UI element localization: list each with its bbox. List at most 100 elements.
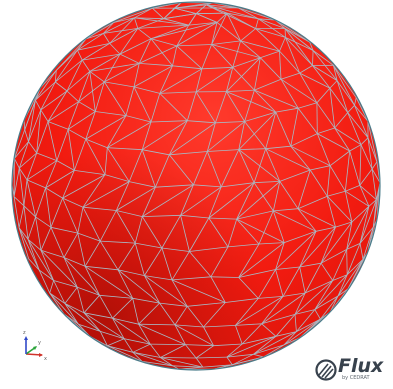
mesh-edge [238,7,276,21]
mesh-edge [329,295,339,313]
mesh-edge [134,7,153,19]
mesh-edge [309,41,314,51]
mesh-edge [203,325,236,328]
mesh-edge [67,111,96,130]
mesh-edge [99,210,117,242]
mesh-edge [73,138,87,171]
mesh-edge [253,344,285,355]
mesh-edge [279,50,300,74]
mesh-edge [103,17,135,34]
mesh-edge [196,13,218,23]
mesh-edge [56,160,75,171]
mesh-edge [359,206,370,244]
mesh-edge [206,4,239,9]
mesh-edge [320,226,336,264]
mesh-edge [83,312,113,319]
mesh-edge [188,22,218,26]
mesh-edge [238,149,255,183]
mesh-edge [236,218,285,243]
mesh-edge [349,150,361,186]
mesh-edge [241,323,262,345]
mesh-edge [280,78,318,104]
mesh-edge [232,353,254,366]
mesh-edge [221,182,255,188]
mesh-edge [334,112,349,129]
mesh-edge [28,258,40,271]
mesh-edge [326,165,331,197]
mesh-edge [171,276,211,281]
mesh-edge [76,287,85,313]
mesh-edge [265,148,311,171]
mesh-edge [285,37,301,74]
mesh-edge [253,335,277,355]
mesh-edge [40,250,78,288]
sphere-outline [11,1,381,371]
mesh-edge [273,208,299,212]
mesh-edge [317,127,335,134]
mesh-edge [235,323,262,326]
mesh-edge [77,33,104,51]
mesh-edge [284,28,313,66]
mesh-edge [13,196,20,228]
mesh-edge [280,78,299,109]
mesh-edge [187,302,226,307]
mesh-edge [211,44,261,59]
mesh-edge [275,314,296,337]
mesh-edge [232,67,255,91]
mesh-edge [107,345,143,362]
mesh-edge [78,101,96,112]
mesh-edge [195,91,216,124]
mesh-edge [132,352,143,362]
mesh-edge [40,249,65,258]
mesh-edge [299,72,318,104]
mesh-edge [205,4,259,20]
mesh-edge [82,207,101,242]
mesh-edge [362,226,374,260]
mesh-edge [133,63,140,87]
mesh-edge [236,210,274,220]
mesh-edge [49,280,54,294]
mesh-edge [141,187,156,217]
mesh-edge [347,105,355,113]
mesh-edge [310,165,331,171]
mesh-edge [261,296,284,325]
mesh-edge [104,174,130,182]
mesh-edge [149,343,161,358]
mesh-edge [226,57,261,92]
mesh-edge [123,338,134,353]
mesh-edge [207,149,239,152]
y-axis-label: y [38,340,41,346]
mesh-edge [103,28,138,34]
mesh-edge [263,344,285,358]
mesh-edge [135,242,162,249]
mesh-edge [317,133,350,152]
mesh-edge [180,215,190,252]
mesh-edge [84,266,100,296]
mesh-edge [36,152,57,161]
mesh-edge [282,292,306,297]
mesh-edge [77,43,110,51]
mesh-edge [299,262,322,268]
mesh-edge [112,317,151,345]
mesh-edge [64,303,85,314]
mesh-edge [106,147,130,182]
mesh-edge [299,311,331,339]
mesh-edge [119,53,140,64]
mesh-edge [329,80,338,89]
mesh-edge [238,242,285,278]
mesh-edge [236,218,260,245]
mesh-edge [119,38,152,55]
mesh-edge [142,361,173,367]
mesh-edge [258,242,285,245]
mesh-edge [275,269,284,297]
mesh-edge [244,111,276,122]
mesh-edge [28,141,38,154]
mesh-edge [18,205,25,228]
mesh-edge [367,137,378,163]
mesh-edge [160,344,186,358]
mesh-edge [196,4,207,14]
mesh-edge [109,17,135,44]
mesh-edge [238,111,277,150]
